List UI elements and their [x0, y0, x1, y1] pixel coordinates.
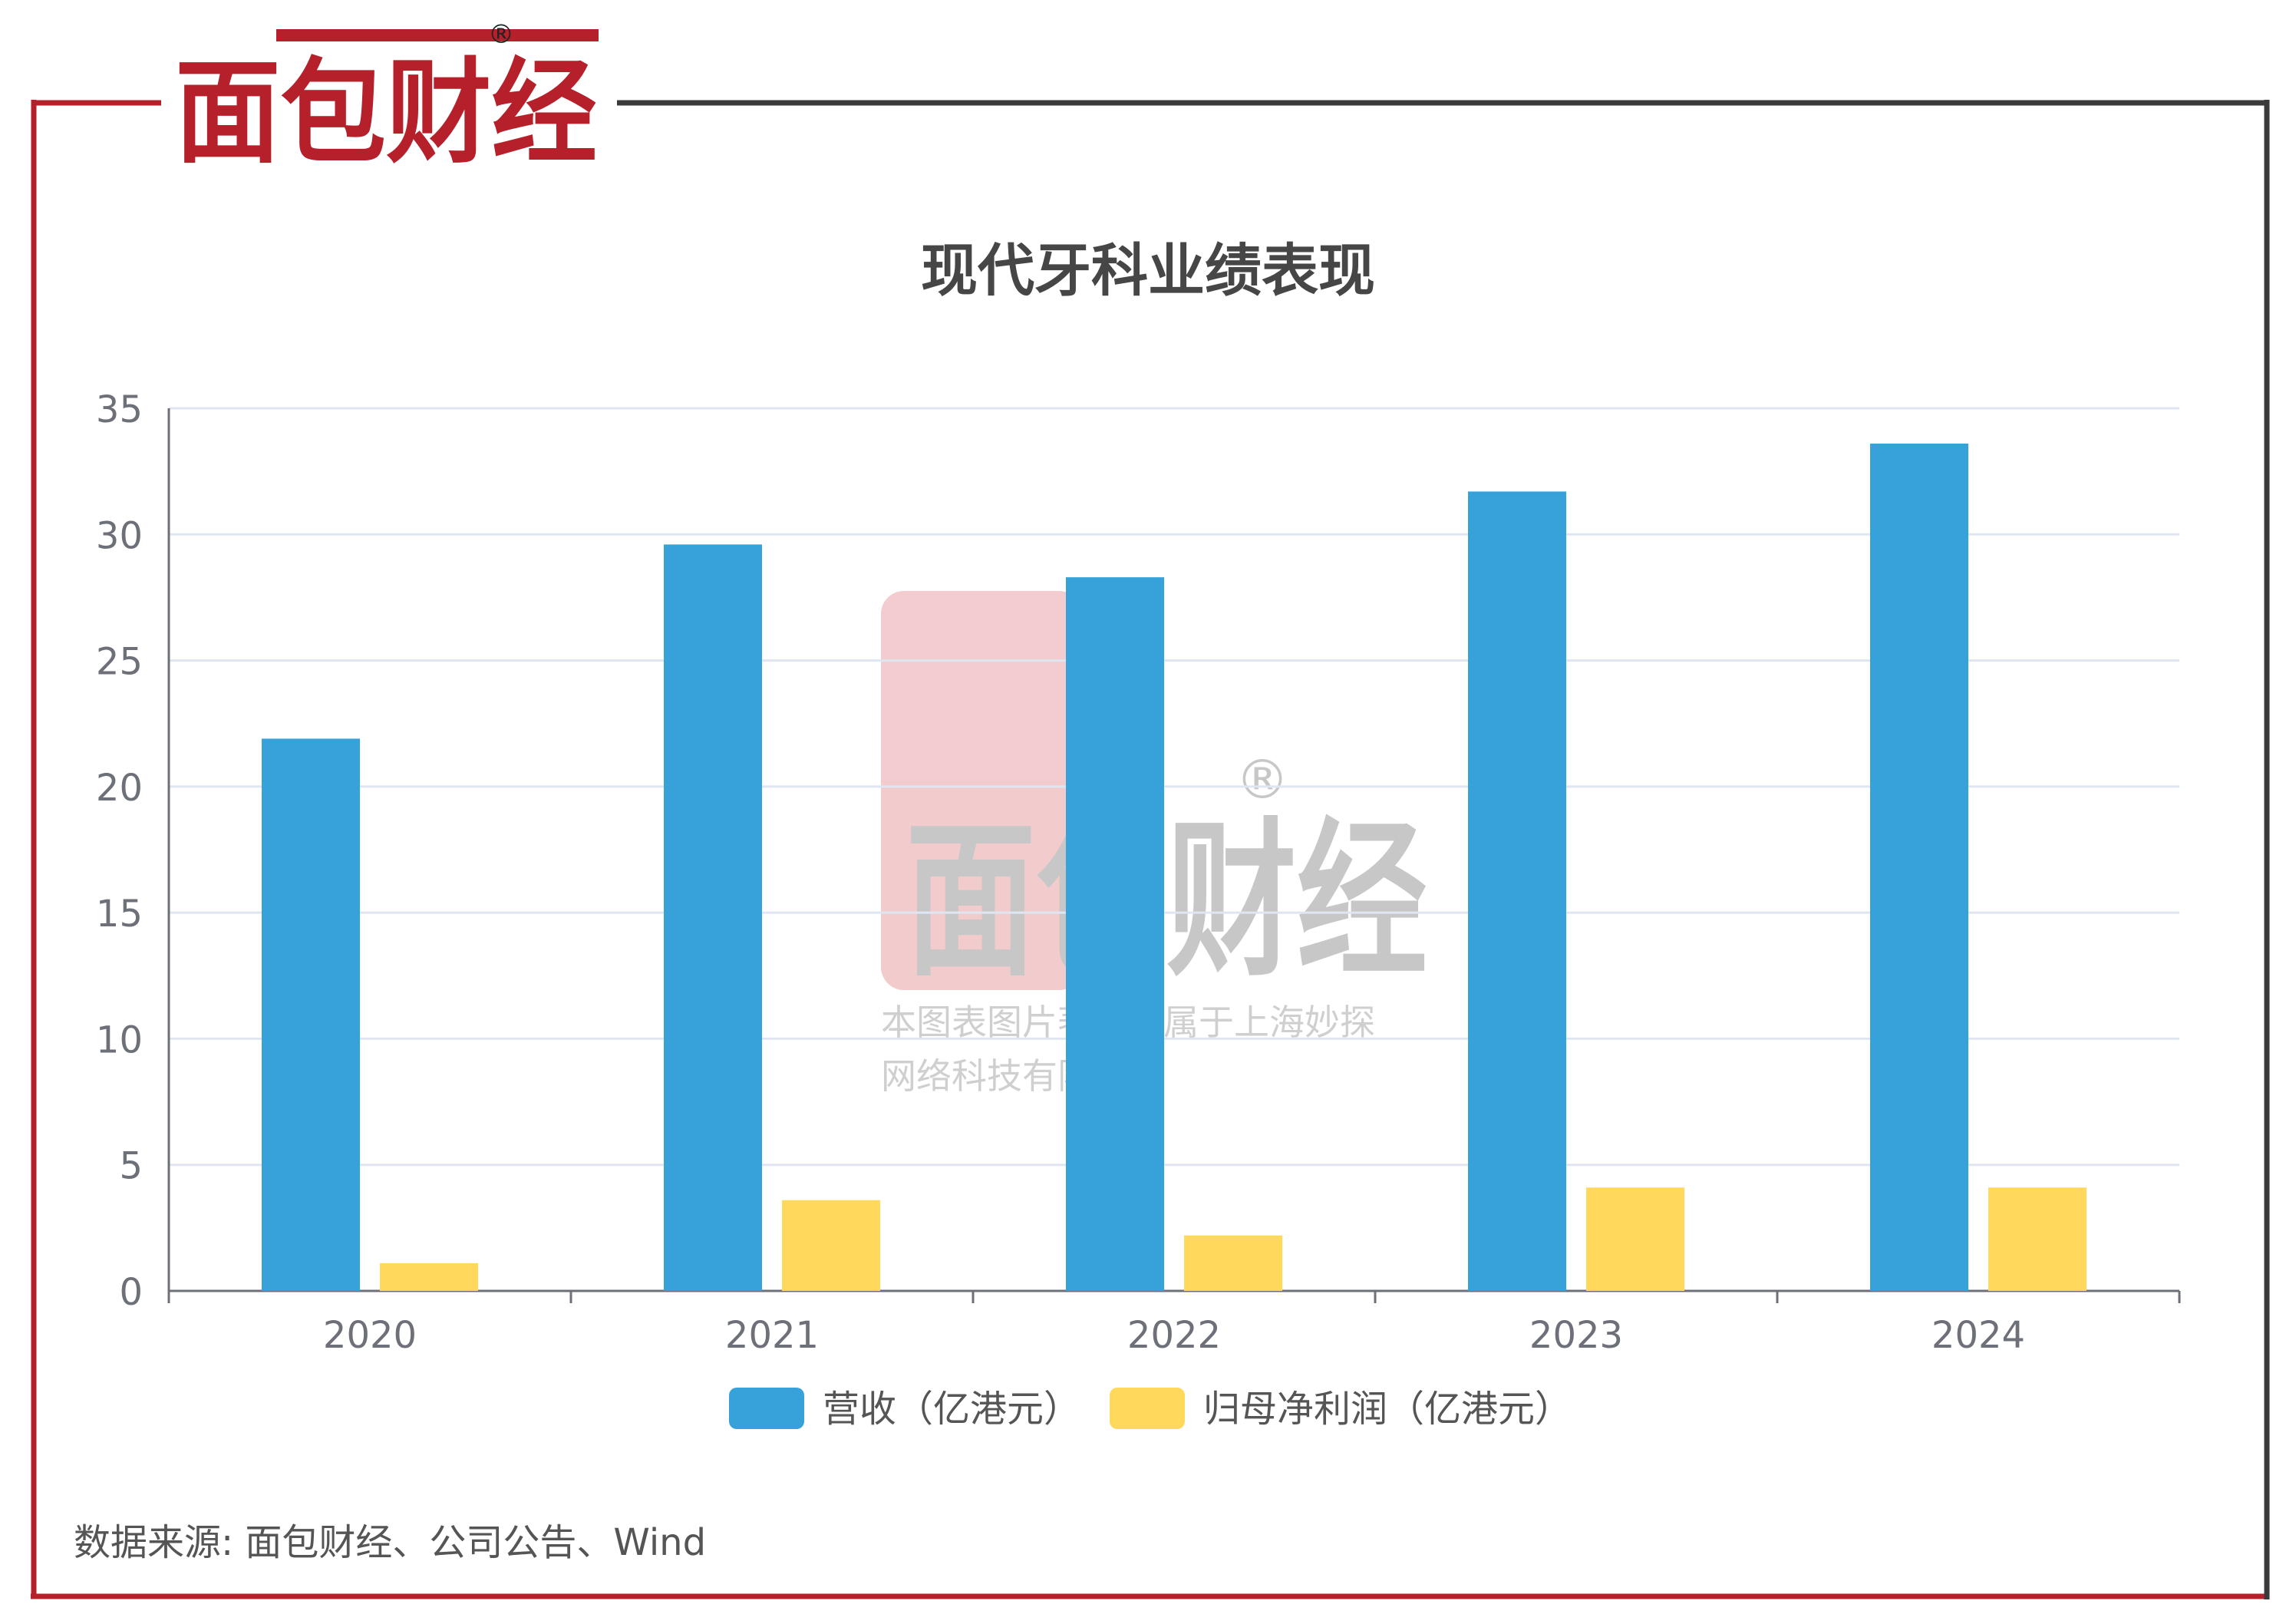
profit-bar — [1184, 1235, 1282, 1291]
border — [31, 100, 2270, 1599]
profit-bar — [1988, 1187, 2087, 1291]
source-note: 数据来源: 面包财经、公司公告、Wind — [74, 1521, 706, 1564]
y-tick-label: 15 — [96, 893, 143, 936]
logo-text: 面包财经 — [175, 47, 597, 179]
registered-mark: ® — [488, 19, 514, 50]
brand-logo: 面包财经 ® — [175, 19, 599, 179]
profit-bar — [1586, 1187, 1684, 1291]
y-tick-label: 35 — [96, 388, 143, 431]
revenue-bar — [1066, 577, 1164, 1291]
x-tick-label: 2021 — [725, 1314, 819, 1357]
legend-profit-swatch — [1110, 1388, 1185, 1429]
chart-title: 现代牙科业绩表现 — [921, 238, 1375, 304]
y-tick-label: 25 — [96, 641, 143, 684]
revenue-bar — [1468, 491, 1566, 1291]
legend-revenue-label: 营收（亿港元） — [823, 1388, 1080, 1431]
x-tick-label: 2020 — [323, 1314, 417, 1357]
x-tick-label: 2024 — [1931, 1314, 2025, 1357]
watermark-logo: 面包财经 — [906, 803, 1427, 999]
revenue-bar — [664, 544, 762, 1291]
x-tick-label: 2023 — [1529, 1314, 1623, 1357]
y-tick-label: 5 — [119, 1145, 143, 1188]
revenue-bar — [262, 738, 360, 1291]
y-tick-label: 20 — [96, 767, 143, 810]
y-tick-label: 0 — [119, 1271, 143, 1314]
legend-revenue-swatch — [729, 1388, 804, 1429]
profit-bar — [782, 1200, 880, 1291]
plot-area: 0 5 10 15 20 25 30 35 2020 2021 2022 2023 2024 — [96, 388, 2181, 1357]
legend: 营收（亿港元） 归母净利润（亿港元） — [729, 1388, 1572, 1431]
legend-profit-label: 归母净利润（亿港元） — [1203, 1388, 1572, 1431]
profit-bar — [380, 1263, 478, 1291]
revenue-bar — [1870, 444, 1968, 1291]
x-tick-label: 2022 — [1127, 1314, 1221, 1357]
watermark-registered-mark: ® — [1235, 748, 1289, 811]
y-tick-label: 10 — [96, 1018, 143, 1061]
y-tick-label: 30 — [96, 514, 143, 557]
